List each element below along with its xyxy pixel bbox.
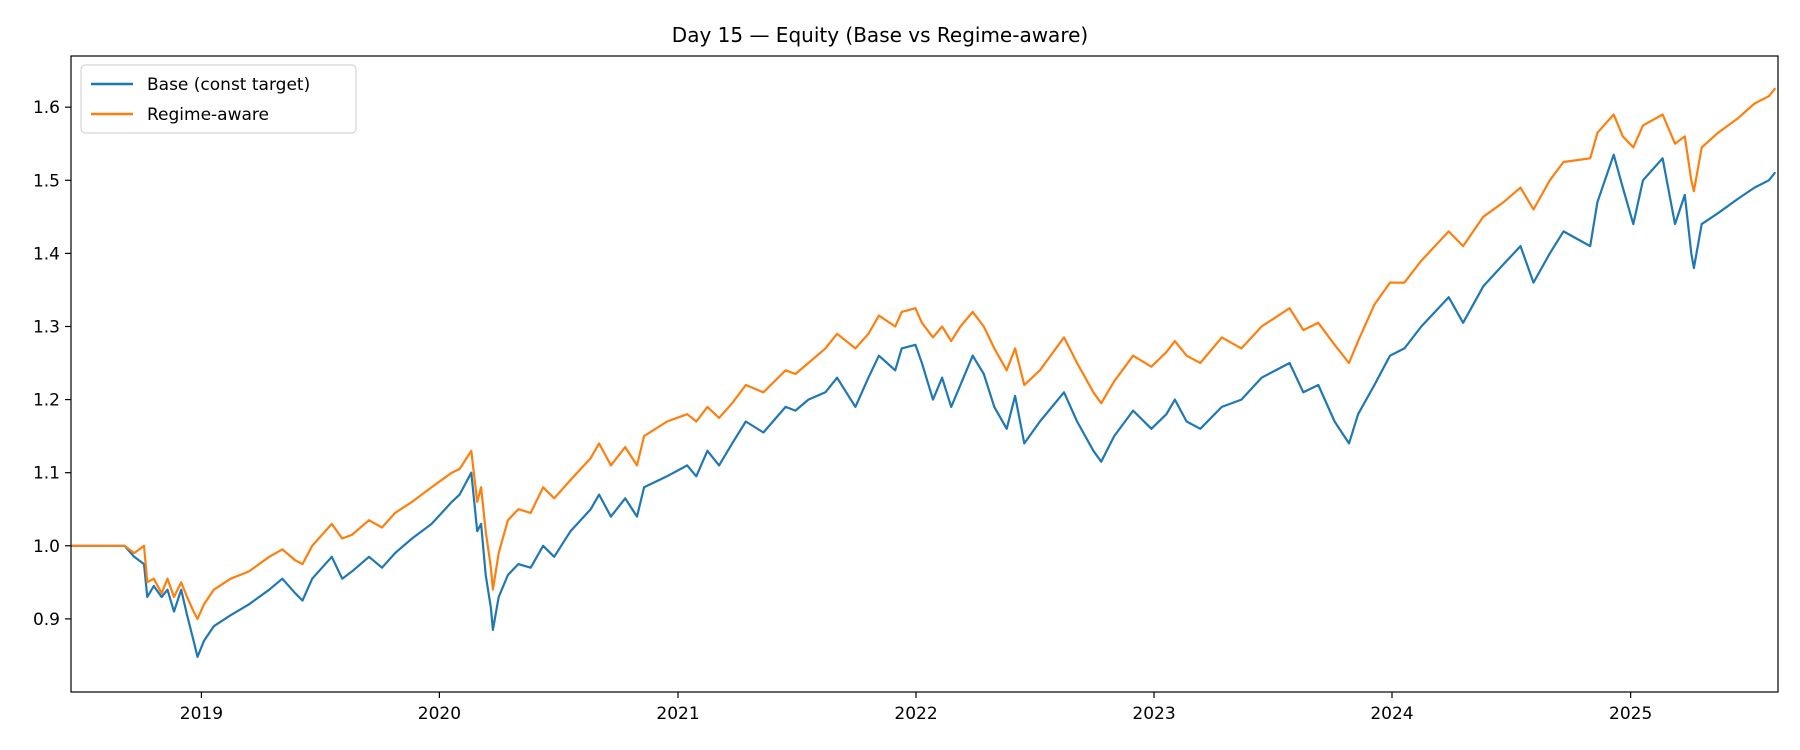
y-tick-label: 1.0 [33,537,60,557]
legend-box [80,64,357,134]
y-tick-label: 1.4 [33,244,60,264]
series-line-base [71,153,1776,658]
y-tick-label: 1.5 [33,171,60,191]
y-axis: 0.9 1.0 1.1 1.2 1.3 1.4 1.5 1.6 [33,98,71,630]
legend-label: Base (const target) [147,75,310,95]
chart-title: Day 15 — Equity (Base vs Regime-aware) [672,23,1088,47]
x-tick-label: 2019 [180,704,223,724]
series-layer [71,87,1776,658]
x-axis: 2019 2020 2021 2022 2023 2024 2025 [180,692,1652,724]
legend-label: Regime-aware [147,105,269,125]
x-tick-label: 2025 [1609,704,1652,724]
legend: Base (const target) Regime-aware [80,64,357,134]
x-tick-label: 2024 [1370,704,1413,724]
series-line-regime-aware [71,87,1776,620]
x-tick-label: 2021 [656,704,699,724]
y-tick-label: 1.1 [33,464,60,484]
x-tick-label: 2023 [1132,704,1175,724]
y-tick-label: 1.2 [33,391,60,411]
y-tick-label: 1.6 [33,98,60,118]
y-tick-label: 0.9 [33,610,60,630]
x-tick-label: 2020 [418,704,461,724]
x-tick-label: 2022 [894,704,937,724]
plot-area-frame [70,55,1779,693]
y-tick-label: 1.3 [33,317,60,337]
